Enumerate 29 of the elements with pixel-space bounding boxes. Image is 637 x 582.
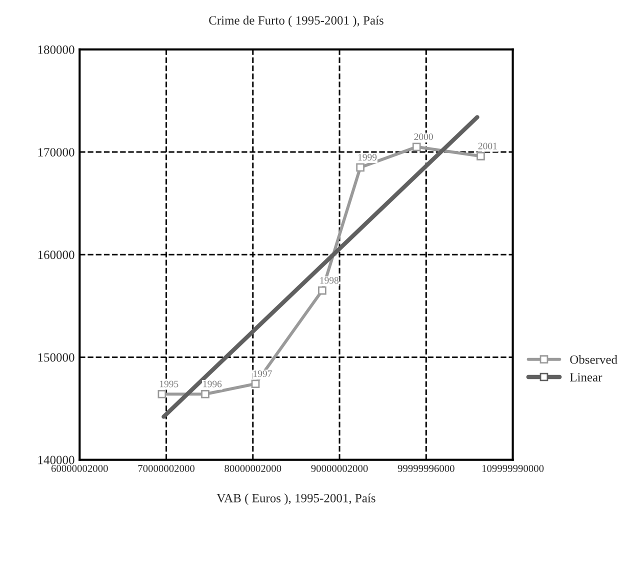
x-tick-label: 109999990000 (482, 464, 544, 472)
annotation: 1998 (320, 277, 338, 284)
point (251, 380, 260, 388)
x-tick-label: 60000002000 (51, 464, 108, 472)
point (201, 390, 210, 398)
chart-title: Crime de Furto ( 1995-2001 ), País (209, 16, 384, 28)
point (356, 163, 364, 172)
y-tick-label: 150000 (38, 353, 74, 362)
x-tick-label: 70000002000 (138, 464, 195, 472)
annotation: 1997 (254, 370, 272, 378)
annotation: 2001 (478, 142, 497, 150)
annotation: 1995 (160, 380, 178, 388)
y-tick-label: 170000 (38, 148, 74, 157)
y-tick-label: 160000 (38, 250, 74, 260)
point (158, 390, 166, 398)
x-tick-label: 90000002000 (311, 464, 368, 472)
annotation: 2000 (414, 134, 433, 140)
y-tick-label: 180000 (38, 45, 74, 54)
x-tick-label: 80000002000 (224, 464, 282, 472)
legend-label: Observed (570, 355, 618, 364)
x-axis-title: VAB ( Euros ), 1995-2001, País (216, 494, 376, 505)
y-tick-label: 140000 (38, 456, 74, 464)
annotation: 1996 (203, 380, 222, 388)
point (318, 286, 326, 295)
x-tick-label: 99999996000 (398, 464, 454, 472)
point (476, 152, 485, 160)
legend-label: Linear (570, 373, 602, 382)
annotation: 1999 (358, 154, 377, 161)
point (412, 142, 421, 152)
